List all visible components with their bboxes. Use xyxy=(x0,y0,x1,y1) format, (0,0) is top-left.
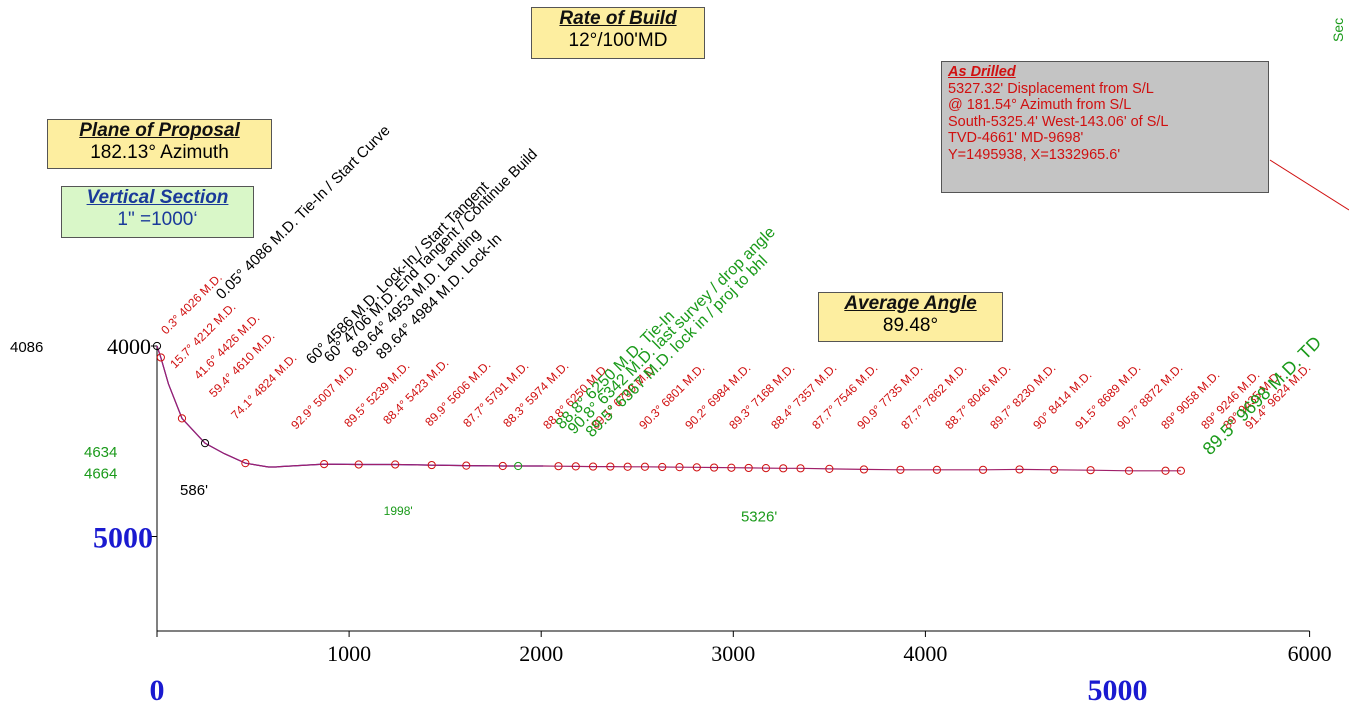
rate-of-build-box: Rate of Build 12°/100'MD xyxy=(531,7,705,59)
vertical-section-box: Vertical Section 1" =1000‘ xyxy=(61,186,254,238)
section-marker-label: 4664 xyxy=(84,466,117,483)
survey-point xyxy=(391,460,400,469)
x-tick-label: 3000 xyxy=(711,641,755,666)
rate-of-build-title: Rate of Build xyxy=(559,8,677,29)
survey-point xyxy=(1124,466,1134,475)
survey-point xyxy=(320,460,329,469)
edge-text: Sec xyxy=(1330,17,1346,42)
survey-point xyxy=(978,465,988,474)
survey-point xyxy=(152,341,162,351)
average-angle-title: Average Angle xyxy=(844,293,977,314)
section-marker-label: 4634 xyxy=(84,444,117,461)
survey-point xyxy=(554,462,563,471)
survey-point xyxy=(1086,466,1095,475)
survey-point xyxy=(177,414,187,423)
plan-label: 60° 4706 M.D. End Tangent / Continue Bui… xyxy=(321,146,541,366)
survey-point xyxy=(241,459,250,468)
section-marker-label: 1998' xyxy=(384,504,413,518)
green-label: 89.5° 9698 M.D. TD xyxy=(1199,332,1326,459)
as-drilled-line: 5327.32' Displacement from S/L xyxy=(948,80,1154,97)
as-drilled-line: Y=1495938, X=1332965.6' xyxy=(948,146,1121,163)
section-marker-label: 5326' xyxy=(741,509,777,526)
average-angle-value: 89.48° xyxy=(882,315,939,336)
actual-line xyxy=(156,345,1181,472)
survey-point xyxy=(498,461,507,471)
vertical-section-title: Vertical Section xyxy=(86,187,229,208)
plane-of-proposal-title: Plane of Proposal xyxy=(79,120,240,141)
survey-point xyxy=(825,464,834,473)
rate-of-build-value: 12°/100'MD xyxy=(568,30,668,51)
survey-point xyxy=(896,465,905,474)
section-marker-label: 586' xyxy=(180,482,208,499)
survey-point xyxy=(744,463,753,473)
x-tick-label: 2000 xyxy=(519,641,563,666)
x-grid-label: 5000 xyxy=(1088,674,1148,707)
survey-point xyxy=(588,462,598,471)
average-angle-box: Average Angle 89.48° xyxy=(818,292,1003,342)
x-tick-label: 1000 xyxy=(327,641,371,666)
y-tick-label: 4000 xyxy=(107,334,151,359)
x-grid-label: 0 xyxy=(150,674,165,707)
survey-point xyxy=(640,462,650,471)
as-drilled-line: TVD-4661' MD-9698' xyxy=(948,130,1084,146)
survey-point xyxy=(675,463,684,472)
as-drilled-title: As Drilled xyxy=(948,64,1016,80)
survey-point xyxy=(692,463,701,472)
x-tick-label: 6000 xyxy=(1288,641,1332,666)
survey-point xyxy=(727,463,736,472)
as-drilled-box: As Drilled 5327.32' Displacement from S/… xyxy=(941,61,1269,193)
as-drilled-leader-line xyxy=(1269,159,1349,211)
survey-point xyxy=(709,463,719,472)
survey-point xyxy=(462,461,471,470)
survey-point xyxy=(200,439,210,448)
as-drilled-line: @ 181.54° Azimuth from S/L xyxy=(948,97,1132,113)
survey-point xyxy=(779,464,788,473)
y-tick-label: 5000 xyxy=(93,522,153,555)
plane-of-proposal-value: 182.13° Azimuth xyxy=(90,142,229,163)
survey-point xyxy=(796,464,805,473)
x-tick-label: 4000 xyxy=(903,641,947,666)
survey-point xyxy=(606,462,615,471)
survey-point xyxy=(1161,466,1170,475)
survey-point xyxy=(1176,466,1185,475)
survey-point xyxy=(156,353,165,362)
section-marker-label: 4086 xyxy=(10,339,43,356)
survey-point xyxy=(932,465,942,474)
survey-point xyxy=(354,460,363,469)
as-drilled-line: South-5325.4' West-143.06' of S/L xyxy=(948,113,1169,130)
survey-point xyxy=(427,460,436,470)
survey-point xyxy=(1015,465,1024,474)
survey-point xyxy=(859,465,869,474)
survey-point xyxy=(623,462,632,471)
plane-of-proposal-box: Plane of Proposal 182.13° Azimuth xyxy=(47,119,272,169)
vertical-section-value: 1" =1000‘ xyxy=(117,209,198,230)
survey-point xyxy=(1050,465,1059,474)
survey-point xyxy=(571,462,580,471)
survey-point xyxy=(658,462,667,472)
survey-point xyxy=(514,461,523,471)
survey-point xyxy=(761,464,771,473)
